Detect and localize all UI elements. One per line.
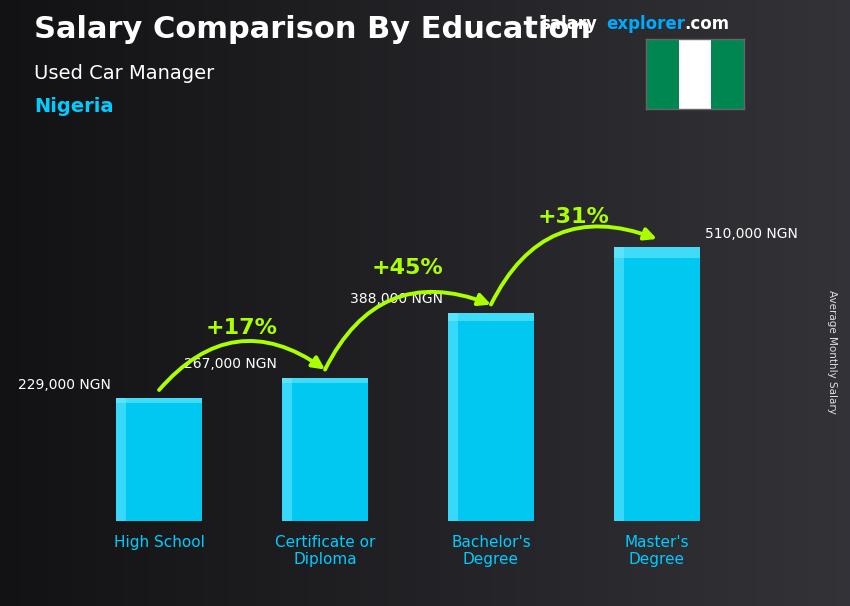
Bar xyxy=(116,398,202,403)
Text: 267,000 NGN: 267,000 NGN xyxy=(184,357,277,371)
Bar xyxy=(711,39,744,109)
Text: +45%: +45% xyxy=(372,259,444,279)
Text: Average Monthly Salary: Average Monthly Salary xyxy=(827,290,837,413)
Text: .com: .com xyxy=(684,15,729,33)
Text: +17%: +17% xyxy=(206,318,278,338)
Text: Salary Comparison By Education: Salary Comparison By Education xyxy=(34,15,591,44)
Bar xyxy=(448,313,458,521)
Bar xyxy=(646,39,678,109)
Text: Nigeria: Nigeria xyxy=(34,97,114,116)
Bar xyxy=(614,247,700,521)
Bar xyxy=(448,313,534,321)
Bar xyxy=(116,398,202,521)
Bar xyxy=(282,378,368,521)
Text: explorer: explorer xyxy=(606,15,685,33)
Text: 229,000 NGN: 229,000 NGN xyxy=(18,378,111,391)
Text: 510,000 NGN: 510,000 NGN xyxy=(705,227,798,241)
Bar xyxy=(448,313,534,521)
Bar xyxy=(614,247,700,258)
Bar xyxy=(678,39,711,109)
Text: salary: salary xyxy=(540,15,597,33)
Text: 388,000 NGN: 388,000 NGN xyxy=(350,292,443,306)
Bar xyxy=(282,378,368,384)
Bar xyxy=(282,378,292,521)
Text: +31%: +31% xyxy=(538,207,610,227)
Text: Used Car Manager: Used Car Manager xyxy=(34,64,214,82)
Bar xyxy=(116,398,127,521)
Bar xyxy=(614,247,624,521)
